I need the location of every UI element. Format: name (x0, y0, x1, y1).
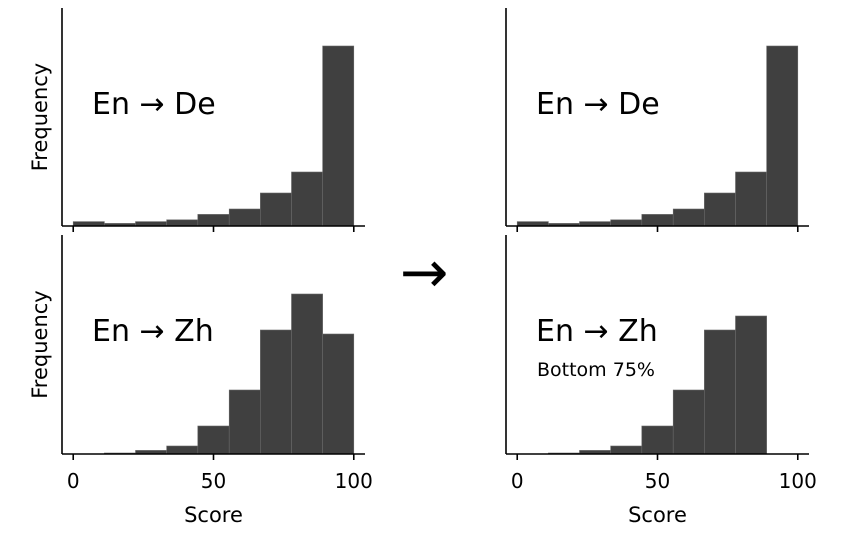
histogram-bar (704, 192, 736, 227)
histogram-bar (704, 329, 736, 455)
y-axis-label: Frequency (28, 290, 52, 399)
histogram-bar (322, 333, 355, 455)
histogram-panel-right-bottom: 0 50 100 En → Zh Bottom 75% Score (505, 235, 817, 527)
histogram-bar (766, 45, 799, 227)
x-axis-label: Score (184, 503, 243, 527)
x-tick-label: 50 (645, 469, 670, 493)
histogram-bar (197, 214, 230, 227)
panel-label: En → De (536, 87, 660, 122)
histogram-bar (166, 445, 199, 455)
histogram-bar (260, 192, 292, 227)
histogram-bar (291, 171, 323, 227)
x-tick-label: 0 (511, 469, 524, 493)
histogram-bar (228, 208, 261, 227)
panel-label: En → Zh (536, 314, 658, 349)
histogram-bar (641, 214, 674, 227)
transition-arrow: → (400, 238, 449, 306)
histogram-bar (228, 389, 261, 455)
histogram-bar (735, 171, 767, 227)
histogram-panel-right-top: En → De (505, 8, 809, 232)
histogram-panel-left-bottom: 0 50 100 En → Zh Frequency Score (28, 235, 373, 527)
histogram-bar (735, 315, 767, 455)
histogram-bar (197, 425, 230, 455)
x-tick-label: 50 (201, 469, 226, 493)
histogram-bar (166, 219, 199, 227)
panel-subtitle: Bottom 75% (537, 359, 655, 381)
histogram-bar (672, 389, 705, 455)
histogram-bar (260, 329, 292, 455)
x-tick-label: 100 (779, 469, 817, 493)
histogram-bar (610, 445, 643, 455)
x-tick-label: 100 (335, 469, 373, 493)
histogram-panel-left-top: En → De Frequency (28, 8, 365, 232)
x-axis-label: Score (628, 503, 687, 527)
histogram-bar (641, 425, 674, 455)
histogram-bar (610, 219, 643, 227)
histogram-bar (291, 293, 323, 455)
histogram-bar (322, 45, 355, 227)
panel-label: En → De (92, 87, 216, 122)
x-tick-label: 0 (67, 469, 80, 493)
histogram-bar (672, 208, 705, 227)
panel-label: En → Zh (92, 314, 214, 349)
y-axis-label: Frequency (28, 63, 52, 172)
